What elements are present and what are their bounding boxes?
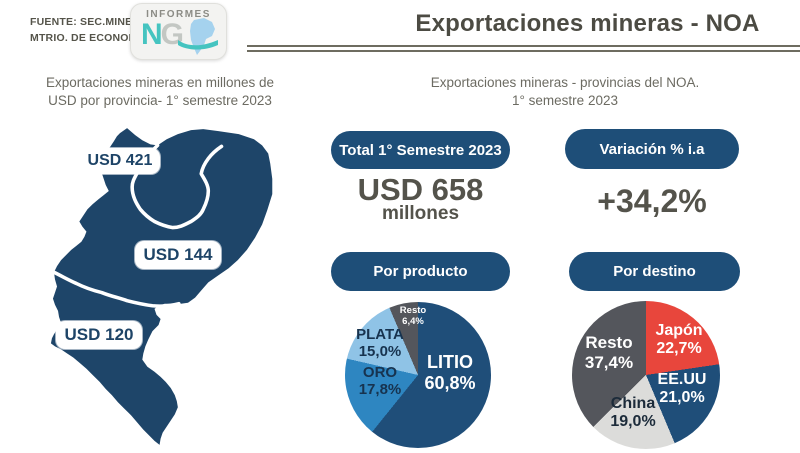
logo-wordmark: INFORMES: [146, 9, 211, 20]
slice-pct-plata: 15,0%: [358, 343, 402, 361]
product-badge: Por producto: [331, 252, 510, 291]
slice-label-plata: PLATA 15,0%: [349, 326, 411, 361]
total-value: USD 658: [357, 172, 484, 207]
argentina-map-icon: [178, 18, 218, 55]
source-line-1: FUENTE: SEC.MINERÍA –: [30, 16, 160, 28]
slice-label-resto-producto: Resto 6,4%: [391, 305, 435, 328]
page-title: Exportaciones mineras - NOA: [415, 10, 760, 37]
slice-pct-china: 19,0%: [610, 413, 656, 431]
slice-pct-eeuu: 21,0%: [659, 389, 705, 407]
noa-map: USD 421 USD 144 USD 120: [30, 123, 280, 453]
slice-pct-litio: 60,8%: [424, 372, 476, 393]
total-badge: Total 1° Semestre 2023: [331, 131, 510, 169]
variation-value: +34,2%: [597, 183, 707, 219]
source-note: FUENTE: SEC.MINERÍA – MTRIO. DE ECONOMÍA: [30, 14, 160, 47]
logo-letter-n: N: [141, 18, 163, 51]
destination-pie-chart: Japón 22,7% EE.UU 21,0% China 19,0% Rest…: [572, 301, 720, 449]
stats-section-subtitle: Exportaciones mineras - provincias del N…: [345, 74, 785, 109]
slice-label-resto-destino: Resto 37,4%: [580, 333, 638, 372]
variation-badge: Variación % i.a: [565, 129, 739, 169]
total-unit: millones: [381, 203, 460, 224]
stats-subtitle-line-1: Exportaciones mineras - provincias del N…: [430, 75, 700, 90]
slice-name-eeuu: EE.UU: [657, 371, 707, 388]
slice-pct-japon: 22,7%: [656, 340, 702, 358]
title-divider: [247, 45, 800, 52]
destination-badge: Por destino: [569, 252, 740, 291]
slice-name-resto-producto: Resto: [399, 305, 427, 316]
slice-label-litio: LITIO 60,8%: [417, 352, 483, 393]
map-subtitle-line-1: Exportaciones mineras en millones de: [45, 75, 275, 90]
noa-map-shape: [50, 128, 273, 445]
slice-label-china: China 19,0%: [604, 395, 662, 432]
province-border-south: [52, 270, 181, 308]
slice-label-japon: Japón 22,7%: [648, 322, 710, 359]
slice-name-china: China: [610, 395, 656, 412]
slice-name-japon: Japón: [655, 322, 703, 339]
map-subtitle-line-2: USD por provincia- 1° semestre 2023: [48, 92, 272, 108]
slice-pct-oro: 17,8%: [358, 381, 402, 399]
slice-pct-resto-producto: 6,4%: [402, 315, 424, 327]
slice-name-resto-destino: Resto: [585, 333, 633, 352]
map-value-pill-usd-421: USD 421: [80, 148, 160, 174]
slice-pct-resto-destino: 37,4%: [584, 352, 634, 372]
slice-name-oro: ORO: [362, 364, 398, 381]
stats-subtitle-line-2: 1° semestre 2023: [512, 92, 618, 108]
map-value-pill-usd-120: USD 120: [56, 321, 142, 349]
map-section-subtitle: Exportaciones mineras en millones de USD…: [20, 74, 300, 109]
province-border-north: [130, 143, 224, 230]
product-pie-chart: LITIO 60,8% ORO 17,8% PLATA 15,0% Resto …: [345, 302, 491, 448]
map-value-pill-usd-144: USD 144: [135, 241, 221, 269]
informes-ng-logo: INFORMES NG: [130, 3, 227, 60]
slice-name-litio: LITIO: [427, 352, 473, 372]
slice-label-oro: ORO 17,8%: [353, 364, 407, 399]
slice-label-eeuu: EE.UU 21,0%: [652, 371, 712, 408]
source-line-2: MTRIO. DE ECONOMÍA: [30, 32, 149, 45]
slice-name-plata: PLATA: [356, 326, 404, 343]
